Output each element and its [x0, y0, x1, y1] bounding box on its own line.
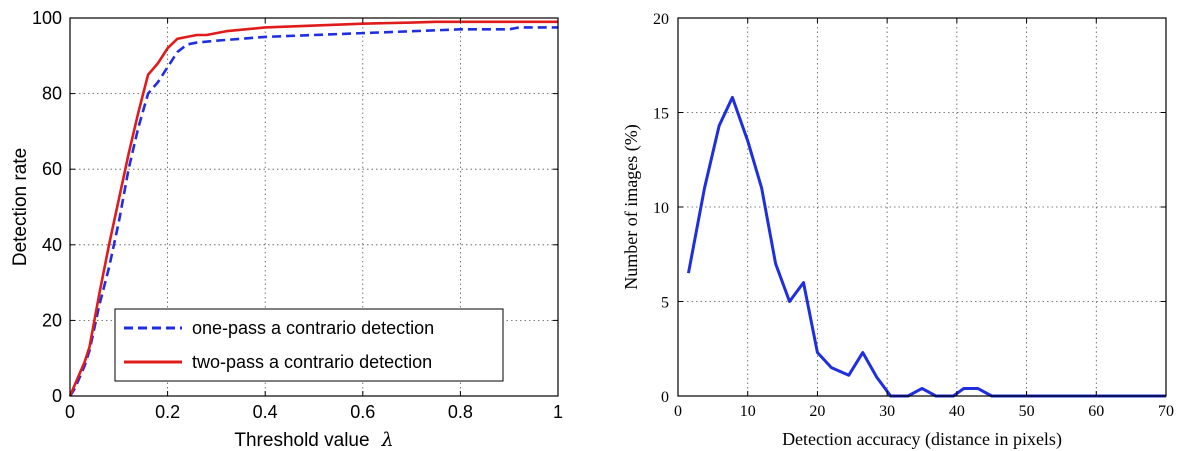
y-tick-label: 5	[661, 295, 669, 312]
x-tick-label: 70	[1158, 403, 1174, 420]
x-tick-label: 10	[740, 403, 756, 420]
right-series-layer	[686, 95, 1166, 398]
x-tick-label: 50	[1019, 403, 1035, 420]
y-tick-label: 60	[42, 159, 62, 179]
y-tick-label: 100	[32, 8, 62, 28]
y-tick-label: 0	[661, 389, 669, 406]
y-tick-label: 10	[653, 200, 669, 217]
right-ticks: 0 10 20 30 40 50 60 70 0 5 10 15 20	[653, 11, 1174, 420]
right-y-axis-label: Number of images (%)	[621, 124, 642, 289]
x-tick-label: 0.8	[448, 402, 473, 422]
x-tick-label: 0	[674, 403, 682, 420]
y-tick-label: 0	[52, 386, 62, 406]
legend: one-pass a contrario detection two-pass …	[114, 308, 504, 382]
x-tick-label: 40	[949, 403, 965, 420]
x-tick-label: 0.6	[350, 402, 375, 422]
left-series-layer	[68, 20, 558, 397]
legend-label-one-pass: one-pass a contrario detection	[192, 318, 434, 338]
y-tick-label: 20	[42, 310, 62, 330]
y-tick-label: 20	[653, 11, 669, 28]
left-y-axis-label: Detection rate	[10, 148, 31, 266]
right-x-axis-label: Detection accuracy (distance in pixels)	[782, 429, 1062, 450]
legend-box	[114, 308, 504, 382]
detection-rate-chart: 0 0.2 0.4 0.6 0.8 1 0 20 40 60 80 100 Threshold val…	[10, 8, 563, 451]
y-tick-label: 80	[42, 84, 62, 104]
x-tick-label: 1	[553, 402, 563, 422]
two-pass-series-line	[68, 20, 558, 397]
x-tick-label: 0.2	[155, 402, 180, 422]
y-tick-label: 15	[653, 106, 669, 123]
legend-label-two-pass: two-pass a contrario detection	[192, 352, 432, 372]
x-tick-label: 0	[65, 402, 75, 422]
left-ticks: 0 0.2 0.4 0.6 0.8 1 0 20 40 60 80 100	[32, 8, 563, 422]
y-tick-label: 40	[42, 235, 62, 255]
left-plot-frame	[69, 17, 559, 397]
detection-accuracy-chart: 0 10 20 30 40 50 60 70 0 5 10 15 20 Detection accura…	[621, 11, 1174, 450]
left-x-axis-label: Threshold value λ	[234, 429, 393, 451]
x-tick-label: 20	[809, 403, 825, 420]
series-line-0	[686, 95, 1166, 398]
x-tick-label: 60	[1088, 403, 1104, 420]
x-tick-label: 0.4	[253, 402, 278, 422]
x-tick-label: 30	[879, 403, 895, 420]
right-grid	[677, 17, 1167, 397]
